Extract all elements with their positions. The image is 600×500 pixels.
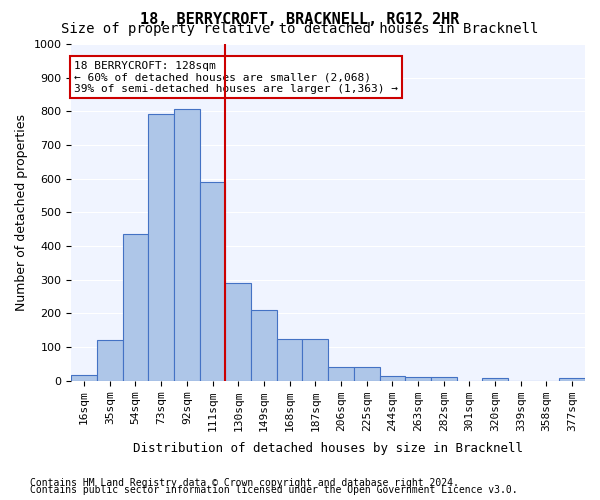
- Bar: [277, 338, 302, 380]
- Bar: [302, 338, 328, 380]
- Text: Contains HM Land Registry data © Crown copyright and database right 2024.: Contains HM Land Registry data © Crown c…: [30, 478, 459, 488]
- Text: Size of property relative to detached houses in Bracknell: Size of property relative to detached ho…: [61, 22, 539, 36]
- X-axis label: Distribution of detached houses by size in Bracknell: Distribution of detached houses by size …: [133, 442, 523, 455]
- Bar: [71, 374, 97, 380]
- Text: Contains public sector information licensed under the Open Government Licence v3: Contains public sector information licen…: [30, 485, 518, 495]
- Bar: [405, 378, 431, 380]
- Bar: [251, 310, 277, 380]
- Bar: [328, 367, 354, 380]
- Bar: [482, 378, 508, 380]
- Bar: [200, 182, 226, 380]
- Bar: [354, 367, 380, 380]
- Text: 18, BERRYCROFT, BRACKNELL, RG12 2HR: 18, BERRYCROFT, BRACKNELL, RG12 2HR: [140, 12, 460, 28]
- Bar: [174, 108, 200, 380]
- Y-axis label: Number of detached properties: Number of detached properties: [15, 114, 28, 311]
- Bar: [122, 234, 148, 380]
- Bar: [226, 282, 251, 380]
- Bar: [431, 378, 457, 380]
- Bar: [559, 378, 585, 380]
- Bar: [97, 340, 122, 380]
- Text: 18 BERRYCROFT: 128sqm
← 60% of detached houses are smaller (2,068)
39% of semi-d: 18 BERRYCROFT: 128sqm ← 60% of detached …: [74, 61, 398, 94]
- Bar: [380, 376, 405, 380]
- Bar: [148, 114, 174, 380]
